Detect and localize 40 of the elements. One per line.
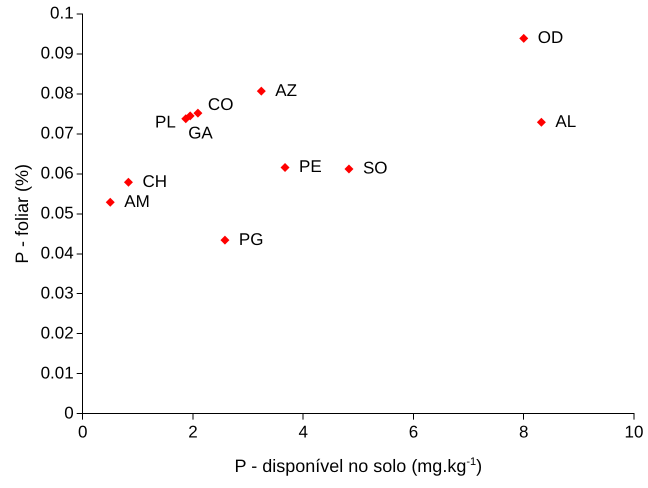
annotation: PE [299, 157, 322, 176]
point [220, 236, 230, 245]
x-tick-label: 6 [408, 422, 418, 442]
annotation: AL [555, 112, 576, 131]
y-tick-label: 0.09 [40, 44, 74, 63]
y-tick-label: 0.1 [50, 4, 74, 23]
annotation: OD [538, 28, 564, 48]
point [256, 86, 266, 96]
annotation: CO [208, 94, 234, 114]
x-tick-label: 2 [188, 422, 198, 442]
y-tick-label: 0 [64, 403, 74, 422]
y-tick-label: 0.02 [40, 323, 74, 342]
x-tick-label: 10 [624, 422, 644, 442]
annotation: CH [142, 172, 168, 191]
annotation: PL [154, 112, 176, 132]
x-tick-label: 0 [78, 422, 88, 442]
point [344, 164, 354, 174]
y-tick-label: 0.04 [40, 243, 74, 262]
y-tick-label: 0.03 [40, 283, 74, 302]
point [124, 178, 133, 187]
y-axis-title: P - foliar (%) [12, 164, 32, 264]
x-tick-label: 4 [298, 422, 308, 442]
point [186, 111, 195, 120]
point [280, 162, 290, 172]
annotation: SO [362, 158, 388, 178]
x-axis-title: P - disponível no solo (mg.kg$^{-1}$) [234, 456, 482, 477]
annotation: PG [238, 230, 264, 249]
y-tick-label: 0.05 [40, 203, 74, 222]
point [536, 118, 546, 127]
point [193, 108, 202, 118]
annotation: AZ [275, 80, 298, 100]
point [106, 198, 115, 207]
y-tick-label: 0.08 [40, 84, 74, 103]
y-tick-label: 0.07 [40, 124, 74, 143]
y-tick-label: 0.01 [40, 363, 74, 382]
point [519, 34, 528, 43]
y-tick-label: 0.06 [40, 164, 74, 183]
annotation: GA [188, 124, 214, 143]
x-tick-label: 8 [519, 422, 528, 442]
annotation: AM [124, 192, 150, 211]
